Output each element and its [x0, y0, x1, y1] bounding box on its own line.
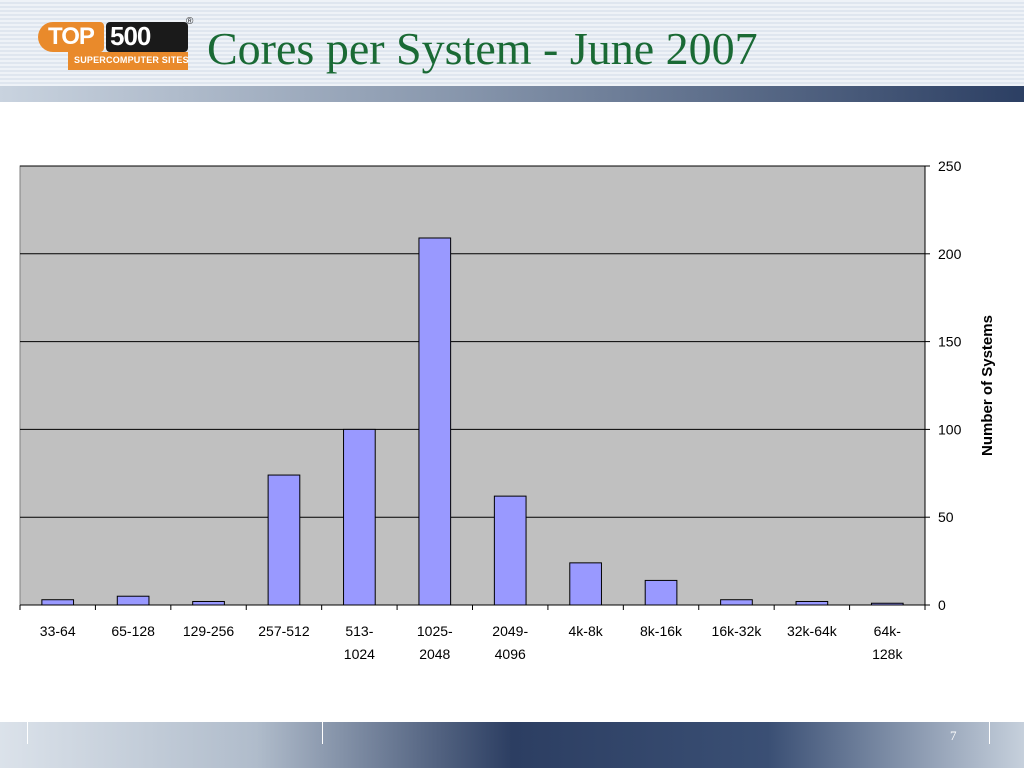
x-tick-label: 16k-32k	[712, 623, 763, 639]
logo-top-block	[38, 22, 104, 52]
y-tick-label: 50	[938, 509, 954, 525]
x-tick-label: 257-512	[258, 623, 310, 639]
bar	[493, 495, 527, 606]
x-tick-label: 33-64	[40, 623, 76, 639]
top500-logo: TOP 500 SUPERCOMPUTER SITES ®	[38, 8, 198, 78]
y-axis-label: Number of Systems	[979, 315, 996, 456]
bar	[267, 474, 301, 606]
bar	[418, 237, 452, 606]
y-tick-label: 200	[938, 246, 962, 262]
y-axis: 0 50 100 150 200 250	[924, 158, 962, 613]
bar	[569, 562, 602, 606]
bar-chart: 33-64 65-128 129-256 257-512 513-1024 1025-20…	[19, 158, 996, 662]
bar	[116, 595, 150, 606]
x-axis: 33-64 65-128 129-256 257-512 513-1024 1025-20…	[19, 604, 926, 662]
x-tick-label: 1025-2048	[417, 623, 453, 662]
logo-subtitle-block	[68, 52, 188, 70]
header-band	[0, 86, 1024, 102]
x-tick-label: 32k-64k	[787, 623, 838, 639]
x-tick-label: 65-128	[111, 623, 155, 639]
y-tick-label: 100	[938, 421, 962, 437]
logo-registered-mark: ®	[186, 16, 194, 27]
bar	[644, 579, 678, 606]
bar	[343, 428, 376, 606]
x-tick-label: 64k-128k	[872, 623, 903, 662]
y-tick-label: 250	[938, 158, 962, 174]
footer-divider	[322, 722, 323, 744]
bar	[795, 600, 829, 606]
slide-title: Cores per System - June 2007	[207, 23, 758, 74]
bar	[720, 599, 753, 606]
x-tick-label: 2049-4096	[492, 623, 528, 662]
page-number: 7	[950, 728, 957, 743]
chart-panel: 33-64 65-128 129-256 257-512 513-1024 1025-20…	[8, 136, 1016, 686]
logo-subtitle: SUPERCOMPUTER SITES	[74, 55, 189, 65]
x-tick-label: 4k-8k	[569, 623, 604, 639]
y-tick-label: 150	[938, 334, 962, 350]
slide-footer	[0, 722, 1024, 768]
bar	[192, 600, 225, 606]
footer-divider	[27, 722, 28, 744]
bar	[41, 599, 75, 606]
logo-500-text: 500	[110, 21, 151, 51]
logo-top-text: TOP	[48, 23, 95, 50]
x-tick-label: 513-1024	[344, 623, 375, 662]
plot-area	[19, 165, 926, 606]
slide-header: TOP 500 SUPERCOMPUTER SITES ® Cores per …	[0, 0, 1024, 102]
x-tick-label: 129-256	[183, 623, 235, 639]
footer-divider	[989, 722, 990, 744]
x-tick-label: 8k-16k	[640, 623, 683, 639]
y-tick-label: 0	[938, 597, 946, 613]
logo-500-block	[106, 22, 188, 52]
